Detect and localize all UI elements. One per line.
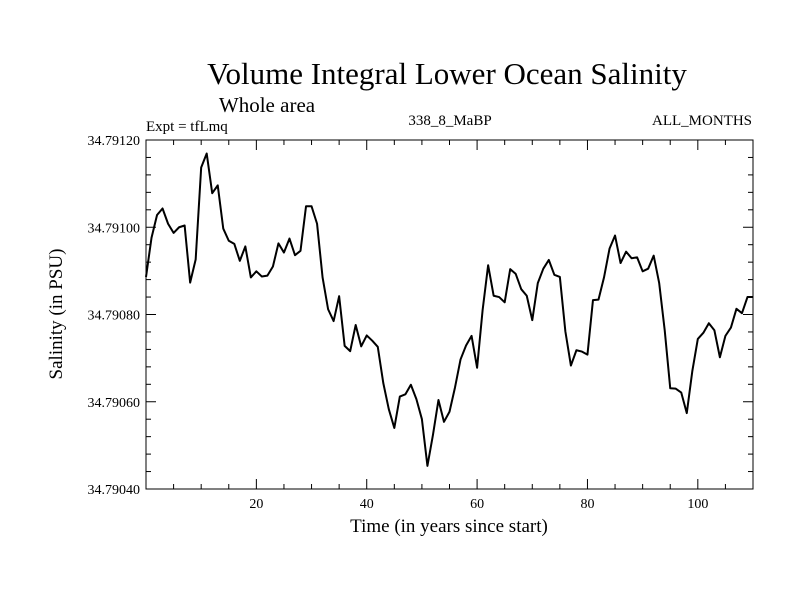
y-tick-label: 34.79040 — [88, 483, 141, 498]
experiment-label: Expt = tfLmq — [146, 119, 228, 135]
x-axis-label: Time (in years since start) — [350, 516, 548, 537]
y-axis-label: Salinity (in PSU) — [46, 249, 67, 380]
x-tick-label: 80 — [580, 497, 594, 512]
chart-title: Volume Integral Lower Ocean Salinity — [207, 56, 687, 91]
x-tick-label: 40 — [360, 497, 374, 512]
x-tick-label: 20 — [249, 497, 263, 512]
axes: 20 40 60 80 100 34.79040 34.79060 34.79080 34.79… — [88, 134, 753, 512]
months-label: ALL_MONTHS — [652, 113, 752, 129]
run-label: 338_8_MaBP — [408, 113, 491, 129]
series-line — [145, 152, 753, 467]
x-tick-label: 60 — [470, 497, 484, 512]
x-tick-label: 100 — [687, 497, 708, 512]
chart-subtitle: Whole area — [219, 93, 316, 117]
y-tick-label: 34.79100 — [88, 221, 141, 236]
series-group — [145, 152, 753, 467]
y-tick-label: 34.79120 — [88, 134, 141, 149]
y-tick-label: 34.79060 — [88, 396, 141, 411]
y-tick-label: 34.79080 — [88, 309, 141, 324]
